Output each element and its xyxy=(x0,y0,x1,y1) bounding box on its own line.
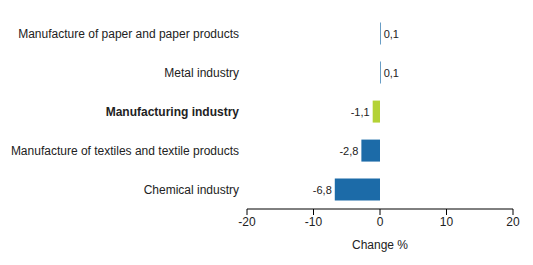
svg-text:-1,1: -1,1 xyxy=(351,106,370,118)
svg-text:Change %: Change % xyxy=(352,238,408,252)
svg-text:Chemical industry: Chemical industry xyxy=(144,183,239,197)
svg-text:0,1: 0,1 xyxy=(384,67,399,79)
svg-text:10: 10 xyxy=(440,215,454,229)
svg-text:-2,8: -2,8 xyxy=(339,145,358,157)
svg-text:20: 20 xyxy=(506,215,520,229)
svg-text:Manufacture of paper and paper: Manufacture of paper and paper products xyxy=(18,27,239,41)
svg-text:0: 0 xyxy=(377,215,384,229)
svg-text:Manufacture of textiles and te: Manufacture of textiles and textile prod… xyxy=(11,144,239,158)
svg-text:-6,8: -6,8 xyxy=(313,184,332,196)
svg-text:0,1: 0,1 xyxy=(384,28,399,40)
svg-text:Metal industry: Metal industry xyxy=(164,66,239,80)
svg-text:-10: -10 xyxy=(305,215,323,229)
svg-text:Manufacturing industry: Manufacturing industry xyxy=(106,105,240,119)
svg-text:-20: -20 xyxy=(238,215,256,229)
